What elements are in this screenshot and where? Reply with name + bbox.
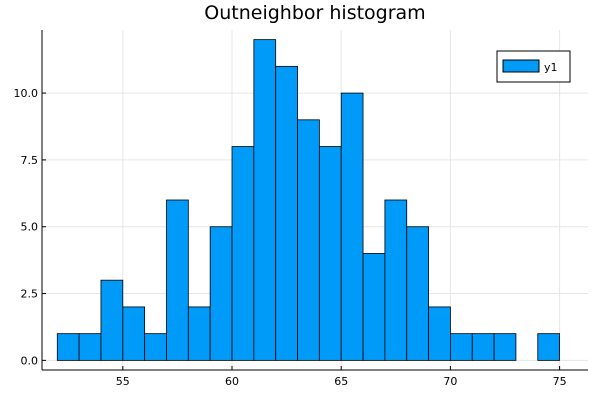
histogram-bar [78,333,102,361]
histogram-bar [275,65,298,361]
y-tick-label: 0.0 [21,354,39,367]
histogram-bar [209,226,233,361]
histogram-bar [166,199,189,361]
histogram-bar [253,39,277,361]
histogram-bar [100,279,124,361]
histogram-bar [406,226,429,361]
bars [56,39,561,361]
histogram-bar [144,333,167,361]
chart-title: Outneighbor histogram [204,2,425,24]
legend-label-y1: y1 [544,61,558,74]
histogram-bar [450,333,473,361]
histogram-bar [493,333,517,361]
x-tick-label: 75 [553,375,567,388]
histogram-bar [122,306,146,361]
axes: 55 60 65 70 75 0.0 2.5 5.0 7.5 10.0 [14,30,588,388]
histogram-bar [384,199,408,361]
histogram-bar [318,146,342,361]
histogram-bar [231,146,255,361]
y-tick-label: 5.0 [21,221,39,234]
legend-swatch [502,59,540,73]
histogram-bar [340,92,364,361]
histogram-bar [537,333,561,361]
x-tick-label: 65 [334,375,348,388]
y-tick-label: 7.5 [21,154,39,167]
histogram-bar [362,253,386,361]
x-tick-label: 55 [116,375,130,388]
y-tick-label: 10.0 [14,87,39,100]
legend: y1 [496,50,571,83]
histogram-bar [471,333,495,361]
x-tick-label: 60 [225,375,239,388]
histogram-bar [428,306,451,361]
y-tick-label: 2.5 [21,288,39,301]
histogram-bar [297,119,320,361]
histogram-bar [187,306,211,361]
histogram-bar [56,333,80,361]
x-tick-label: 70 [443,375,457,388]
